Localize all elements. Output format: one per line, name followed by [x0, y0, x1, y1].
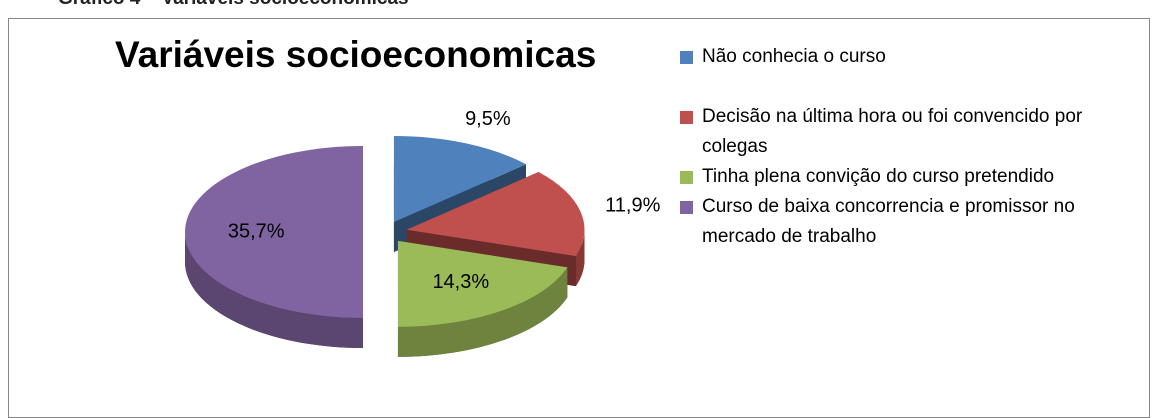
- legend-label: Não conhecia o curso: [702, 46, 886, 67]
- caption: Gráfico 4 – Variáveis socioeconomicas: [58, 0, 409, 10]
- legend-item: Decisão na última hora ou foi convencido…: [680, 102, 1140, 162]
- slice: [185, 146, 363, 318]
- legend-item: Não conhecia o curso: [680, 42, 1140, 72]
- data-label: 14,3%: [432, 271, 489, 293]
- slice: [397, 240, 568, 327]
- legend-label: Curso de baixa concorrencia e promissor …: [702, 196, 1075, 247]
- legend-swatch: [680, 111, 693, 124]
- slice-group: [397, 240, 568, 357]
- legend-swatch: [680, 51, 693, 64]
- legend-label: Decisão na última hora ou foi convencido…: [702, 106, 1083, 157]
- legend-label: Tinha plena convição do curso pretendido: [702, 166, 1055, 187]
- chart-title: Variáveis socioeconomicas: [115, 34, 597, 75]
- legend-item: Curso de baixa concorrencia e promissor …: [680, 192, 1140, 252]
- data-label: 11,9%: [605, 195, 660, 217]
- data-label: 9,5%: [465, 108, 511, 130]
- slice-wall: [575, 229, 585, 287]
- legend-swatch: [680, 171, 693, 184]
- slice-wall: [397, 267, 568, 357]
- slice: [406, 172, 585, 257]
- legend: Não conhecia o curso Decisão na última ho…: [680, 42, 1140, 252]
- legend-item: Tinha plena convição do curso pretendido: [680, 162, 1140, 192]
- data-label: 35,7%: [228, 220, 285, 242]
- slice-wall: [185, 232, 363, 348]
- slice-group: [185, 146, 363, 348]
- legend-swatch: [680, 201, 693, 214]
- slice: [393, 135, 527, 222]
